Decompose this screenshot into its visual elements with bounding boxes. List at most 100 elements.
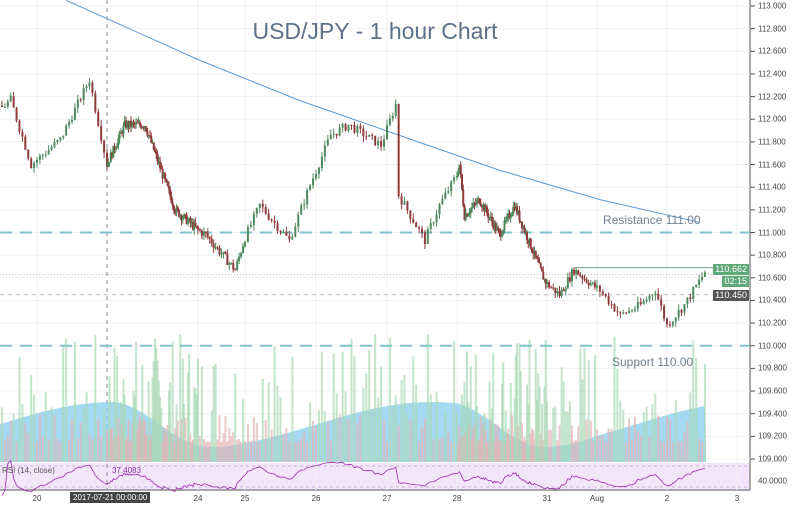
candle-body (197, 226, 199, 230)
candle-body (282, 231, 285, 233)
volume-bar (421, 427, 423, 462)
y-tick-label: 109.000 (758, 454, 787, 464)
volume-bar (622, 409, 625, 462)
volume-bar (255, 423, 258, 462)
volume-bar (189, 434, 192, 462)
volume-bar (135, 341, 138, 462)
volume-bar (117, 417, 120, 462)
candle-body (628, 310, 631, 314)
volume-bar (502, 362, 505, 462)
candle-body (50, 147, 53, 150)
candle-body (583, 278, 586, 280)
volume-bar (73, 341, 76, 462)
candle-body (183, 214, 186, 218)
candle-body (226, 253, 229, 265)
volume-bar (486, 441, 488, 462)
volume-bar (88, 433, 91, 462)
y-tick-label: 112.000 (758, 114, 787, 124)
candle-body (6, 101, 9, 107)
candle-body (518, 210, 521, 221)
candle-body (236, 260, 239, 270)
volume-bar (335, 393, 338, 462)
volume-bar (556, 440, 559, 462)
candle-body (82, 87, 85, 101)
candle-body (122, 125, 125, 134)
candle-body (625, 312, 628, 314)
volume-bar (230, 436, 233, 462)
volume-bar (240, 441, 243, 462)
y-tick-label: 112.800 (758, 24, 787, 34)
volume-bar (186, 372, 189, 462)
volume-bar (607, 428, 610, 462)
volume-bar (252, 416, 255, 462)
y-tick-label: 111.000 (758, 228, 786, 237)
candle-body (198, 229, 201, 231)
candle-body (394, 104, 397, 116)
candle-body (517, 210, 520, 214)
volume-bar (226, 441, 229, 462)
rsi-pane (0, 463, 750, 490)
volume-bar (511, 415, 513, 462)
candle-body (106, 152, 108, 167)
candle-body (148, 135, 151, 137)
volume-bar (522, 441, 525, 462)
x-tick-label: 24 (193, 494, 203, 503)
candle-body (30, 158, 33, 169)
volume-bar (218, 415, 221, 462)
candle-body (484, 206, 487, 212)
candle-body (204, 231, 207, 234)
y-tick-label: 109.400 (758, 409, 787, 419)
candle-body (175, 207, 178, 214)
candle-body (186, 220, 189, 224)
candle-body (71, 120, 73, 122)
volume-bar (202, 438, 205, 462)
volume-bar (585, 419, 588, 462)
candle-body (332, 133, 335, 136)
candle-body (150, 135, 153, 143)
volume-bar (536, 399, 538, 462)
candle-body (400, 196, 403, 205)
candle-body (212, 243, 215, 248)
candle-body (107, 162, 110, 167)
volume-bar (44, 392, 47, 462)
candle-body (575, 270, 578, 275)
volume-bar (406, 414, 409, 462)
candle-body (562, 289, 565, 292)
volume-bar (154, 338, 157, 462)
volume-bar (194, 388, 197, 462)
volume-bar (472, 428, 475, 462)
candle-body (524, 232, 527, 234)
volume-bar (273, 346, 276, 462)
candle-body (471, 206, 473, 209)
candle-body (362, 128, 365, 137)
candle-body (24, 136, 27, 150)
volume-bar (616, 369, 619, 462)
candle-body (21, 131, 24, 137)
volume-bar (541, 404, 543, 462)
y-tick-label: 111.200 (758, 205, 786, 215)
candle-body (506, 216, 508, 221)
candle-body (501, 234, 503, 237)
y-tick-label: 112.400 (758, 69, 787, 79)
volume-bar (27, 433, 30, 462)
candle-body (668, 324, 671, 326)
candle-body (581, 276, 584, 279)
volume-bar (41, 435, 44, 462)
volume-bar (459, 438, 462, 462)
candle-body (499, 232, 502, 237)
volume-bar (128, 441, 131, 462)
candle-body (464, 213, 467, 220)
volume-bar (683, 431, 686, 462)
candle-body (631, 310, 633, 312)
y-tick-label: 109.800 (758, 363, 787, 373)
volume-bar (178, 441, 181, 462)
volume-bar (146, 435, 149, 462)
candle-body (377, 140, 380, 146)
volume-bar (593, 355, 596, 462)
candle-body (27, 149, 30, 159)
volume-bar (509, 382, 512, 462)
candle-body (703, 272, 706, 277)
volume-bar (176, 420, 179, 462)
volume-bar (579, 348, 582, 462)
